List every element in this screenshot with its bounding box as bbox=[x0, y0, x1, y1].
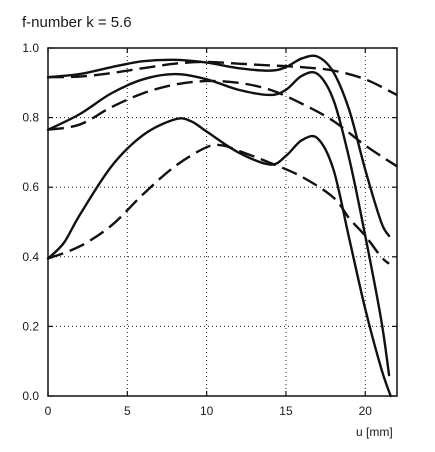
ticks: 0 5 10 15 20 0.0 0.2 0.4 0.6 0.8 1.0 bbox=[22, 41, 397, 418]
y-tick-label: 0.0 bbox=[22, 389, 39, 403]
solid-curve-2 bbox=[46, 70, 391, 377]
chart-title: f-number k = 5.6 bbox=[22, 14, 132, 31]
series-layer bbox=[46, 54, 398, 398]
x-tick-label: 15 bbox=[279, 404, 293, 418]
y-tick-label: 0.8 bbox=[22, 111, 39, 125]
dashed-curve-5 bbox=[47, 79, 398, 168]
x-tick-label: 20 bbox=[359, 404, 373, 418]
plot-frame bbox=[47, 47, 398, 397]
x-axis-label: u [mm] bbox=[356, 425, 393, 439]
x-tick-label: 0 bbox=[45, 404, 52, 418]
solid-curve-3 bbox=[46, 117, 392, 398]
y-tick-label: 0.6 bbox=[22, 180, 39, 194]
dashed-curve-4 bbox=[47, 60, 398, 97]
x-tick-label: 5 bbox=[124, 404, 131, 418]
x-tick-label: 10 bbox=[200, 404, 214, 418]
y-tick-label: 0.4 bbox=[22, 250, 39, 264]
y-tick-label: 1.0 bbox=[22, 41, 39, 55]
dashed-curve-6 bbox=[47, 143, 390, 265]
y-tick-label: 0.2 bbox=[22, 319, 39, 333]
